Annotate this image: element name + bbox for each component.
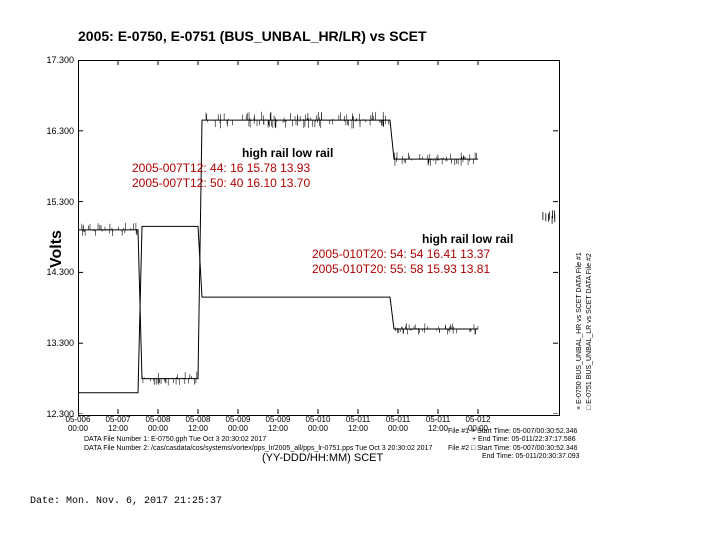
y-axis-label: Volts: [48, 230, 66, 268]
side-label-0: × E-0750 BUS_UNBAL_HR vs SCET DATA File …: [576, 252, 583, 410]
ytick-label: 17.300: [34, 55, 74, 65]
annotation-block-0: high rail low rail2005-007T12: 44: 16 15…: [132, 146, 333, 191]
footer-line-3: + End Time: 05-011/22:37:17.586: [472, 436, 576, 443]
footer-line-5: End Time: 05-011/20:30:37.093: [482, 453, 580, 460]
ytick-label: 14.300: [34, 267, 74, 277]
annotation-line: 2005-010T20: 55: 58 15.93 13.81: [312, 262, 513, 277]
side-label-1: □ E-0751 BUS_UNBAL_LR vs SCET DATA File …: [586, 253, 593, 410]
ytick-label: 15.300: [34, 197, 74, 207]
x-axis-label: (YY-DDD/HH:MM) SCET: [262, 452, 383, 464]
ytick-label: 16.300: [34, 126, 74, 136]
annotation-line: 2005-010T20: 54: 54 16.41 13.37: [312, 247, 513, 262]
ytick-label: 13.300: [34, 338, 74, 348]
footer-line-4: File #2 □ Start Time: 05-007/00:30:52.34…: [448, 445, 578, 452]
annotation-line: 2005-007T12: 44: 16 15.78 13.93: [132, 161, 333, 176]
xtick-label: 05-01200:00: [453, 416, 503, 434]
annotation-line: 2005-007T12: 50: 40 16.10 13.70: [132, 176, 333, 191]
footer-line-1: DATA File Number 2: /cas/casdata/cos/sys…: [84, 445, 432, 452]
footer-line-0: DATA File Number 1: E-0750.gph Tue Oct 3…: [84, 436, 266, 443]
chart-title: 2005: E-0750, E-0751 (BUS_UNBAL_HR/LR) v…: [78, 28, 427, 44]
annotation-header: high rail low rail: [312, 232, 513, 247]
annotation-block-1: high rail low rail2005-010T20: 54: 54 16…: [312, 232, 513, 277]
annotation-header: high rail low rail: [132, 146, 333, 161]
date-stamp: Date: Mon. Nov. 6, 2017 21:25:37: [30, 496, 222, 507]
